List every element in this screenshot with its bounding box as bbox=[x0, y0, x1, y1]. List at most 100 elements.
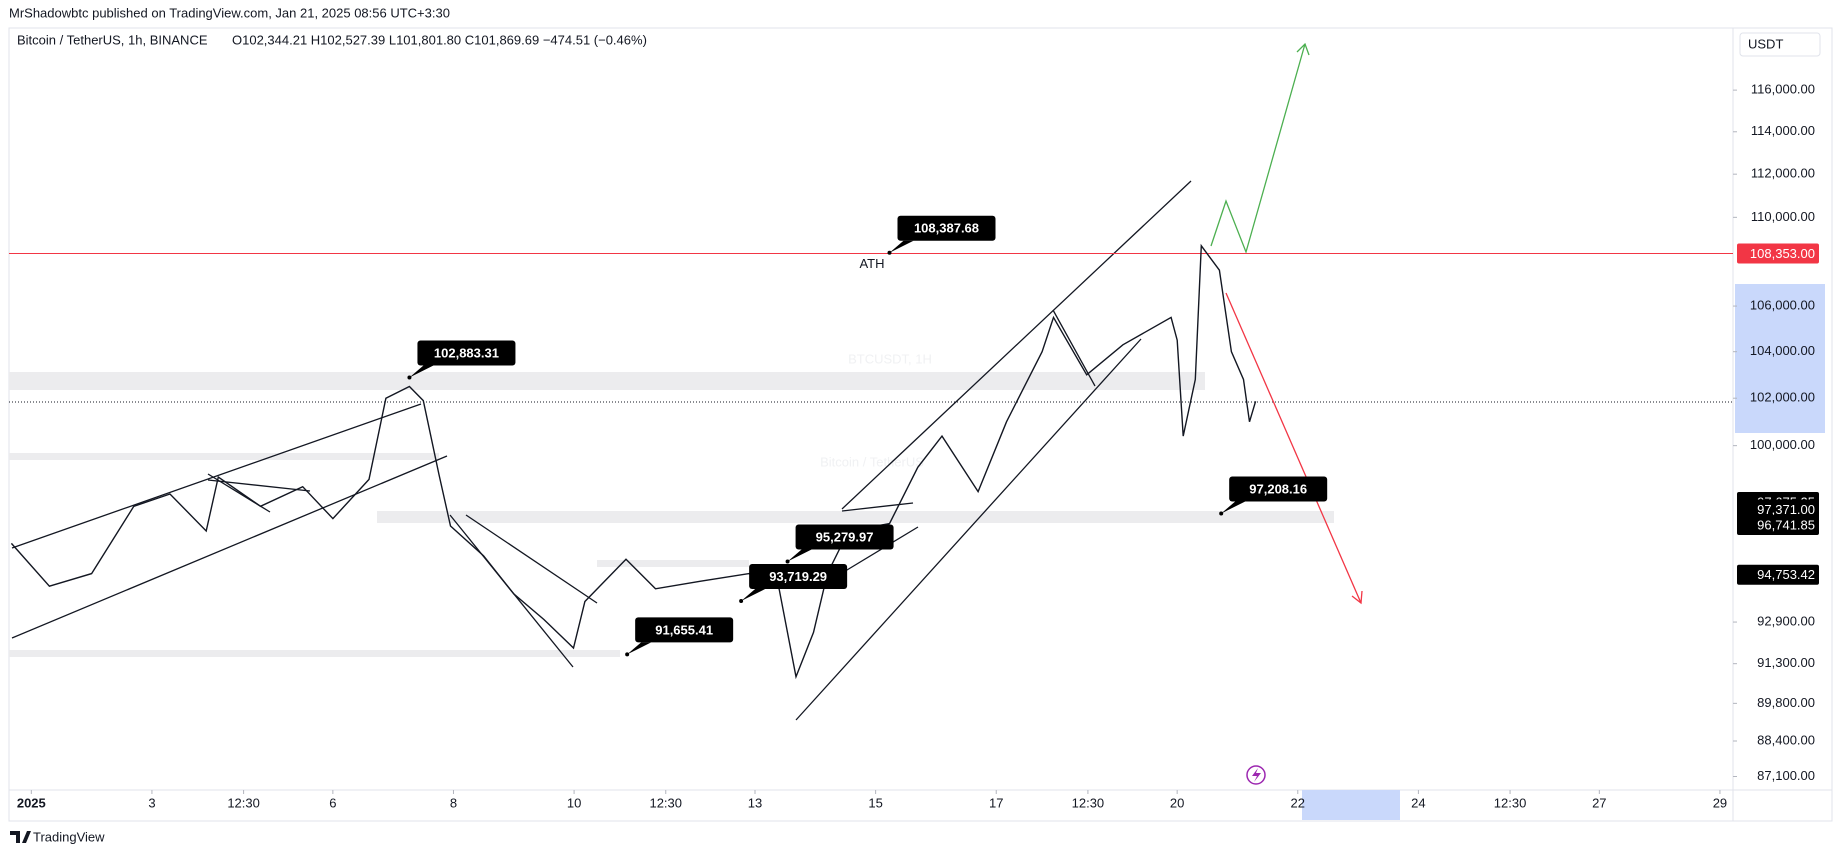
callout-label: 93,719.29 bbox=[769, 569, 827, 584]
price-tag bbox=[1737, 564, 1819, 585]
x-tick-label: 17 bbox=[989, 795, 1003, 810]
bear-path bbox=[1225, 292, 1362, 604]
callout-label: 97,208.16 bbox=[1249, 481, 1307, 496]
symbol-info: Bitcoin / TetherUS, 1h, BINANCE bbox=[17, 32, 208, 47]
callout-label: 108,387.68 bbox=[914, 221, 979, 236]
y-tick-label: 106,000.00 bbox=[1750, 298, 1815, 313]
callout-tail bbox=[409, 365, 434, 378]
price-tag bbox=[1737, 514, 1819, 535]
drawings bbox=[11, 42, 1363, 721]
callout-point bbox=[1219, 511, 1224, 516]
watermark-name: Bitcoin / TetherUS bbox=[820, 454, 924, 469]
x-tick-label: 8 bbox=[450, 795, 457, 810]
price-tag-label: 97,371.00 bbox=[1757, 502, 1815, 517]
callout-box bbox=[417, 340, 516, 366]
zone bbox=[9, 372, 1205, 390]
callout-point bbox=[887, 250, 892, 255]
x-tick-label: 12:30 bbox=[1072, 795, 1105, 810]
price-tag-label: 94,753.42 bbox=[1757, 567, 1815, 582]
price-line bbox=[10, 243, 1257, 680]
zone bbox=[377, 511, 1334, 523]
published-note: MrShadowbtc published on TradingView.com… bbox=[9, 5, 450, 20]
y-tick-label: 92,900.00 bbox=[1757, 613, 1815, 628]
axis-highlight bbox=[1735, 284, 1825, 433]
y-tick-label: 116,000.00 bbox=[1751, 82, 1815, 97]
y-tick-label: 104,000.00 bbox=[1750, 343, 1815, 358]
y-tick-label: 102,000.00 bbox=[1750, 390, 1815, 405]
trend-line bbox=[11, 403, 422, 549]
zone bbox=[597, 560, 749, 567]
note: ATH bbox=[859, 256, 884, 271]
ohlc-info: O102,344.21 H102,527.39 L101,801.80 C101… bbox=[232, 32, 647, 47]
x-tick-label: 29 bbox=[1713, 795, 1727, 810]
y-tick-label: 89,800.00 bbox=[1757, 695, 1815, 710]
callout-point bbox=[785, 559, 790, 564]
x-tick-label: 12:30 bbox=[649, 795, 682, 810]
x-tick-label: 15 bbox=[868, 795, 882, 810]
x-tick-label: 10 bbox=[567, 795, 581, 810]
trend-line bbox=[795, 338, 1142, 721]
brand-logo bbox=[10, 831, 31, 843]
hline-tag bbox=[1737, 243, 1819, 264]
x-tick-label: 20 bbox=[1170, 795, 1184, 810]
event-icon[interactable] bbox=[1246, 765, 1266, 785]
x-tick-label: 3 bbox=[148, 795, 155, 810]
brand-name: TradingView bbox=[33, 829, 105, 844]
trend-line bbox=[841, 502, 914, 512]
callout-point bbox=[407, 375, 412, 380]
currency-button[interactable] bbox=[1739, 32, 1821, 57]
y-tick-label: 87,100.00 bbox=[1757, 768, 1815, 783]
callout-box bbox=[749, 564, 848, 590]
y-tick-label: 91,300.00 bbox=[1757, 655, 1815, 670]
callout-label: 102,883.31 bbox=[434, 345, 499, 360]
chart-frame bbox=[8, 27, 1833, 822]
callout-point bbox=[625, 652, 630, 657]
callout-box bbox=[897, 215, 996, 241]
callout-tail bbox=[787, 549, 812, 562]
callout-label: 95,279.97 bbox=[816, 529, 874, 544]
price-tag bbox=[1737, 499, 1819, 520]
bull-path bbox=[1210, 43, 1306, 255]
callout-box bbox=[795, 524, 894, 550]
callout-point bbox=[739, 599, 744, 604]
x-tick-label: 6 bbox=[329, 795, 336, 810]
currency-label: USDT bbox=[1748, 36, 1783, 51]
trend-line bbox=[841, 180, 1192, 510]
callout-tail bbox=[627, 642, 652, 655]
zone bbox=[9, 650, 620, 657]
y-tick-label: 110,000.00 bbox=[1751, 209, 1815, 224]
watermark-symbol: BTCUSDT, 1H bbox=[848, 351, 932, 366]
y-tick-label: 88,400.00 bbox=[1757, 732, 1815, 747]
hline-tag-label: 108,353.00 bbox=[1750, 246, 1815, 261]
callout-tail bbox=[1221, 501, 1246, 514]
trend-line bbox=[11, 455, 448, 639]
zones bbox=[9, 372, 1334, 657]
x-tick-label: 27 bbox=[1592, 795, 1606, 810]
x-tick-label: 12:30 bbox=[1494, 795, 1527, 810]
x-tick-label: 13 bbox=[748, 795, 762, 810]
callout-label: 91,655.41 bbox=[655, 622, 713, 637]
y-tick-label: 112,000.00 bbox=[1751, 166, 1815, 181]
watermark: BTCUSDT, 1H Bitcoin / TetherUS bbox=[820, 351, 932, 469]
y-tick-label: 114,000.00 bbox=[1751, 123, 1815, 138]
callout-box bbox=[1229, 476, 1328, 502]
x-tick-label: 12:30 bbox=[227, 795, 260, 810]
trend-line bbox=[465, 514, 598, 604]
zone bbox=[9, 453, 439, 460]
x-tick-label: 2025 bbox=[17, 795, 46, 810]
callout-tail bbox=[741, 589, 766, 602]
callout-tail bbox=[889, 240, 914, 253]
y-tick-label: 100,000.00 bbox=[1750, 437, 1815, 452]
arrow-head bbox=[1351, 590, 1363, 605]
arrow-head bbox=[1296, 42, 1310, 56]
event-icon-bolt bbox=[1252, 768, 1261, 782]
axis-highlight bbox=[1302, 790, 1400, 820]
price-tag-label: 96,741.85 bbox=[1757, 517, 1815, 532]
x-tick-label: 24 bbox=[1411, 795, 1425, 810]
trend-line bbox=[841, 526, 919, 574]
callout-box bbox=[635, 617, 734, 643]
